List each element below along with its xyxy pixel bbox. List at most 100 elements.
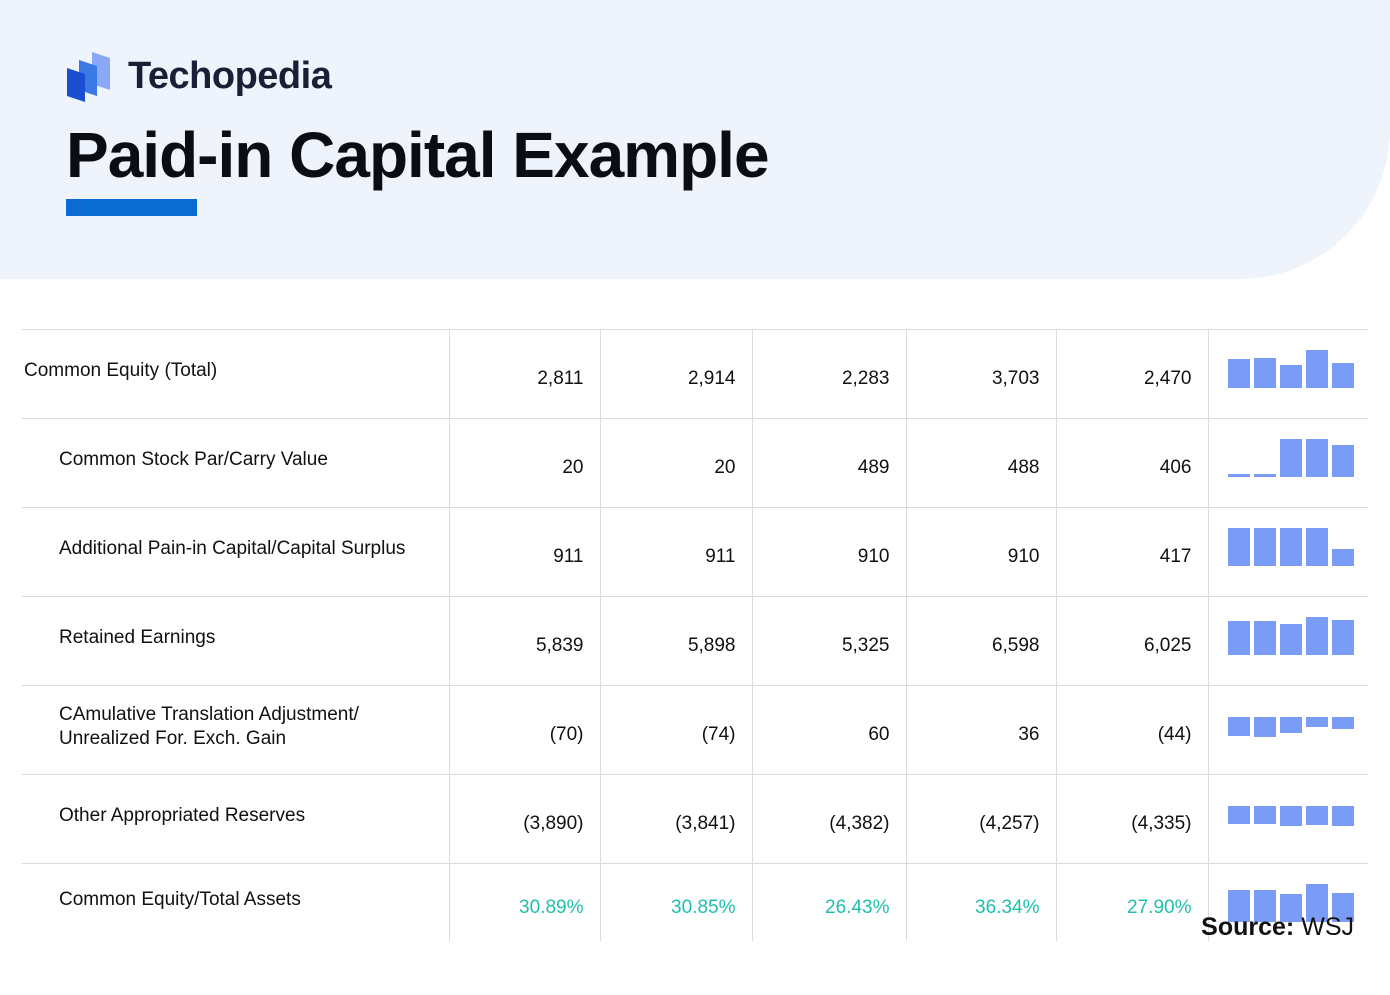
sparkline	[1207, 685, 1368, 775]
sparkline-bar	[1279, 806, 1302, 826]
cell-value: (44)	[1055, 685, 1208, 775]
sparkline-bar	[1279, 717, 1302, 734]
cell-value: (3,841)	[599, 774, 752, 864]
source-value: WSJ	[1301, 913, 1354, 941]
cell-value: (4,335)	[1055, 774, 1208, 864]
cell-value: 2,914	[599, 329, 752, 419]
cell-value: 3,703	[905, 329, 1056, 419]
sparkline-bar	[1253, 889, 1276, 922]
sparkline-bar	[1253, 717, 1276, 737]
cell-value: 36	[905, 685, 1056, 775]
sparkline-bar	[1331, 548, 1354, 566]
brand-logo: Techopedia	[66, 50, 332, 102]
source-note: Source: WSJ	[1201, 913, 1354, 942]
sparkline	[1207, 774, 1368, 864]
cell-value: 6,598	[905, 596, 1056, 686]
cell-value: 60	[751, 685, 906, 775]
cell-value: 5,325	[751, 596, 906, 686]
cell-value: 910	[905, 507, 1056, 597]
sparkline	[1207, 863, 1368, 941]
cell-value: 27.90%	[1055, 863, 1208, 941]
row-label: Common Equity (Total)	[22, 329, 449, 419]
row-label: Common Stock Par/Carry Value	[22, 418, 449, 508]
table-row: Retained Earnings 5,839 5,898 5,325 6,598 6,0…	[22, 596, 1368, 686]
cell-value: 5,898	[599, 596, 752, 686]
table-row: CAmulative Translation Adjustment/Unreal…	[22, 685, 1368, 775]
sparkline-bar	[1305, 439, 1328, 477]
sparkline-bar	[1227, 621, 1250, 655]
cell-value: 911	[599, 507, 752, 597]
cell-value: 30.85%	[599, 863, 752, 941]
sparkline	[1207, 507, 1368, 597]
sparkline-bar	[1331, 892, 1354, 922]
source-label: Source:	[1201, 913, 1295, 941]
sparkline-bar	[1227, 889, 1250, 922]
table-row: Additional Pain-in Capital/Capital Surpl…	[22, 507, 1368, 597]
cell-value: (4,382)	[751, 774, 906, 864]
cell-value: 406	[1055, 418, 1208, 508]
sparkline-bar	[1227, 806, 1250, 824]
sparkline-bar	[1227, 474, 1250, 477]
sparkline-bar	[1279, 528, 1302, 566]
sparkline-bar	[1279, 624, 1302, 655]
sparkline-bar	[1279, 439, 1302, 477]
sparkline	[1207, 418, 1368, 508]
sparkline	[1207, 329, 1368, 419]
row-label: Common Equity/Total Assets	[22, 863, 449, 941]
sparkline-bar	[1331, 620, 1354, 655]
sparkline-bar	[1305, 884, 1328, 922]
cell-value: 20	[599, 418, 752, 508]
table-row: Common Stock Par/Carry Value 20 20 489 488 40…	[22, 418, 1368, 508]
sparkline-bar	[1331, 806, 1354, 826]
cell-value: 6,025	[1055, 596, 1208, 686]
row-label: Other Appropriated Reserves	[22, 774, 449, 864]
sparkline-bar	[1305, 350, 1328, 388]
sparkline-bar	[1227, 717, 1250, 736]
sparkline-bar	[1305, 528, 1328, 566]
sparkline-bar	[1331, 445, 1354, 477]
cell-value: 2,470	[1055, 329, 1208, 419]
row-label: CAmulative Translation Adjustment/Unreal…	[22, 685, 449, 775]
sparkline-bar	[1253, 474, 1276, 477]
sparkline-bar	[1331, 362, 1354, 388]
sparkline-bar	[1331, 717, 1354, 729]
sparkline-bar	[1253, 528, 1276, 566]
techopedia-logo-icon	[67, 52, 110, 102]
sparkline-bar	[1305, 806, 1328, 826]
sparkline-bar	[1279, 364, 1302, 388]
sparkline-bar	[1227, 359, 1250, 388]
row-label: Additional Pain-in Capital/Capital Surpl…	[22, 507, 449, 597]
cell-value: 26.43%	[751, 863, 906, 941]
capital-table: Common Equity (Total) 2,811 2,914 2,283 3,70…	[22, 329, 1368, 941]
cell-value: 30.89%	[448, 863, 600, 941]
cell-value: 20	[448, 418, 600, 508]
page-title: Paid-in Capital Example	[66, 119, 770, 191]
table-row: Other Appropriated Reserves (3,890) (3,841…	[22, 774, 1368, 864]
brand-name: Techopedia	[128, 54, 332, 97]
header-banner: Techopedia Paid-in Capital Example	[0, 0, 1390, 279]
cell-value: (4,257)	[905, 774, 1056, 864]
table-row: Common Equity/Total Assets 30.89% 30.85% 26…	[22, 863, 1368, 941]
sparkline-bar	[1253, 806, 1276, 824]
cell-value: 910	[751, 507, 906, 597]
cell-value: (3,890)	[448, 774, 600, 864]
sparkline	[1207, 596, 1368, 686]
cell-value: 2,283	[751, 329, 906, 419]
sparkline-bar	[1305, 717, 1328, 727]
cell-value: 5,839	[448, 596, 600, 686]
sparkline-bar	[1253, 621, 1276, 655]
table-row: Common Equity (Total) 2,811 2,914 2,283 3,70…	[22, 329, 1368, 419]
cell-value: 489	[751, 418, 906, 508]
sparkline-bar	[1253, 358, 1276, 388]
cell-value: 2,811	[448, 329, 600, 419]
cell-value: 417	[1055, 507, 1208, 597]
title-underline	[66, 199, 197, 216]
cell-value: (70)	[448, 685, 600, 775]
sparkline-bar	[1305, 617, 1328, 655]
sparkline-bar	[1279, 894, 1302, 922]
cell-value: 488	[905, 418, 1056, 508]
cell-value: 911	[448, 507, 600, 597]
cell-value: (74)	[599, 685, 752, 775]
row-label: Retained Earnings	[22, 596, 449, 686]
cell-value: 36.34%	[905, 863, 1056, 941]
